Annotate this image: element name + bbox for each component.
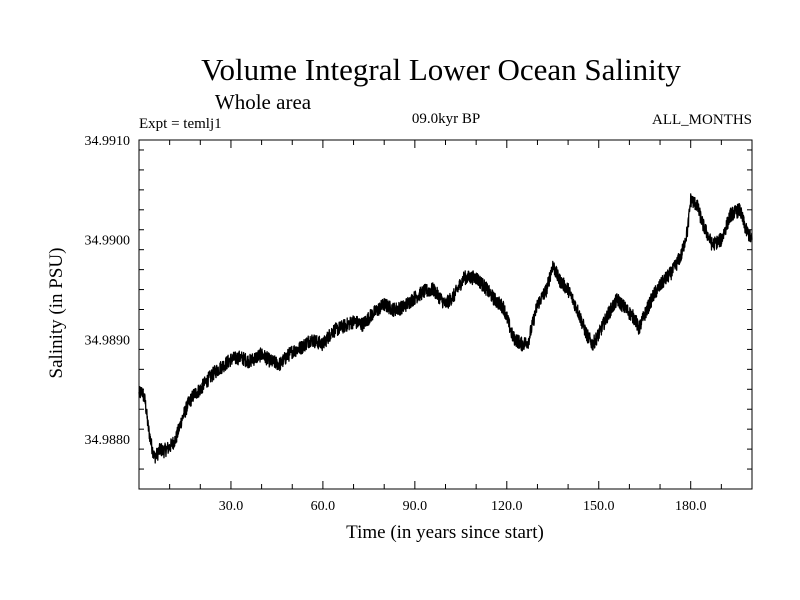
x-axis-label: Time (in years since start): [346, 522, 544, 543]
x-tick-label: 120.0: [491, 499, 523, 514]
x-tick-label: 60.0: [311, 499, 336, 514]
x-tick-label: 150.0: [583, 499, 615, 514]
months-label: ALL_MONTHS: [652, 112, 752, 128]
plot-frame: [138, 139, 753, 490]
y-tick-label: 34.9910: [85, 134, 131, 149]
y-tick-label: 34.9890: [85, 333, 131, 348]
period-label: 09.0kyr BP: [412, 111, 480, 127]
chart-subtitle: Whole area: [215, 90, 312, 114]
experiment-label: Expt = temlj1: [139, 116, 222, 132]
y-axis-label: Salinity (in PSU): [46, 248, 67, 379]
x-tick-label: 30.0: [219, 499, 244, 514]
data-line-salinity: [138, 193, 753, 464]
x-tick-label: 180.0: [675, 499, 707, 514]
plot-area: 30.0 60.0 90.0 120.0 150.0 180.0 34.9880 34.989…: [85, 134, 753, 514]
chart-title: Volume Integral Lower Ocean Salinity: [201, 52, 681, 87]
y-tick-label: 34.9880: [85, 433, 131, 448]
y-tick-label: 34.9900: [85, 234, 131, 249]
x-tick-label: 90.0: [403, 499, 428, 514]
